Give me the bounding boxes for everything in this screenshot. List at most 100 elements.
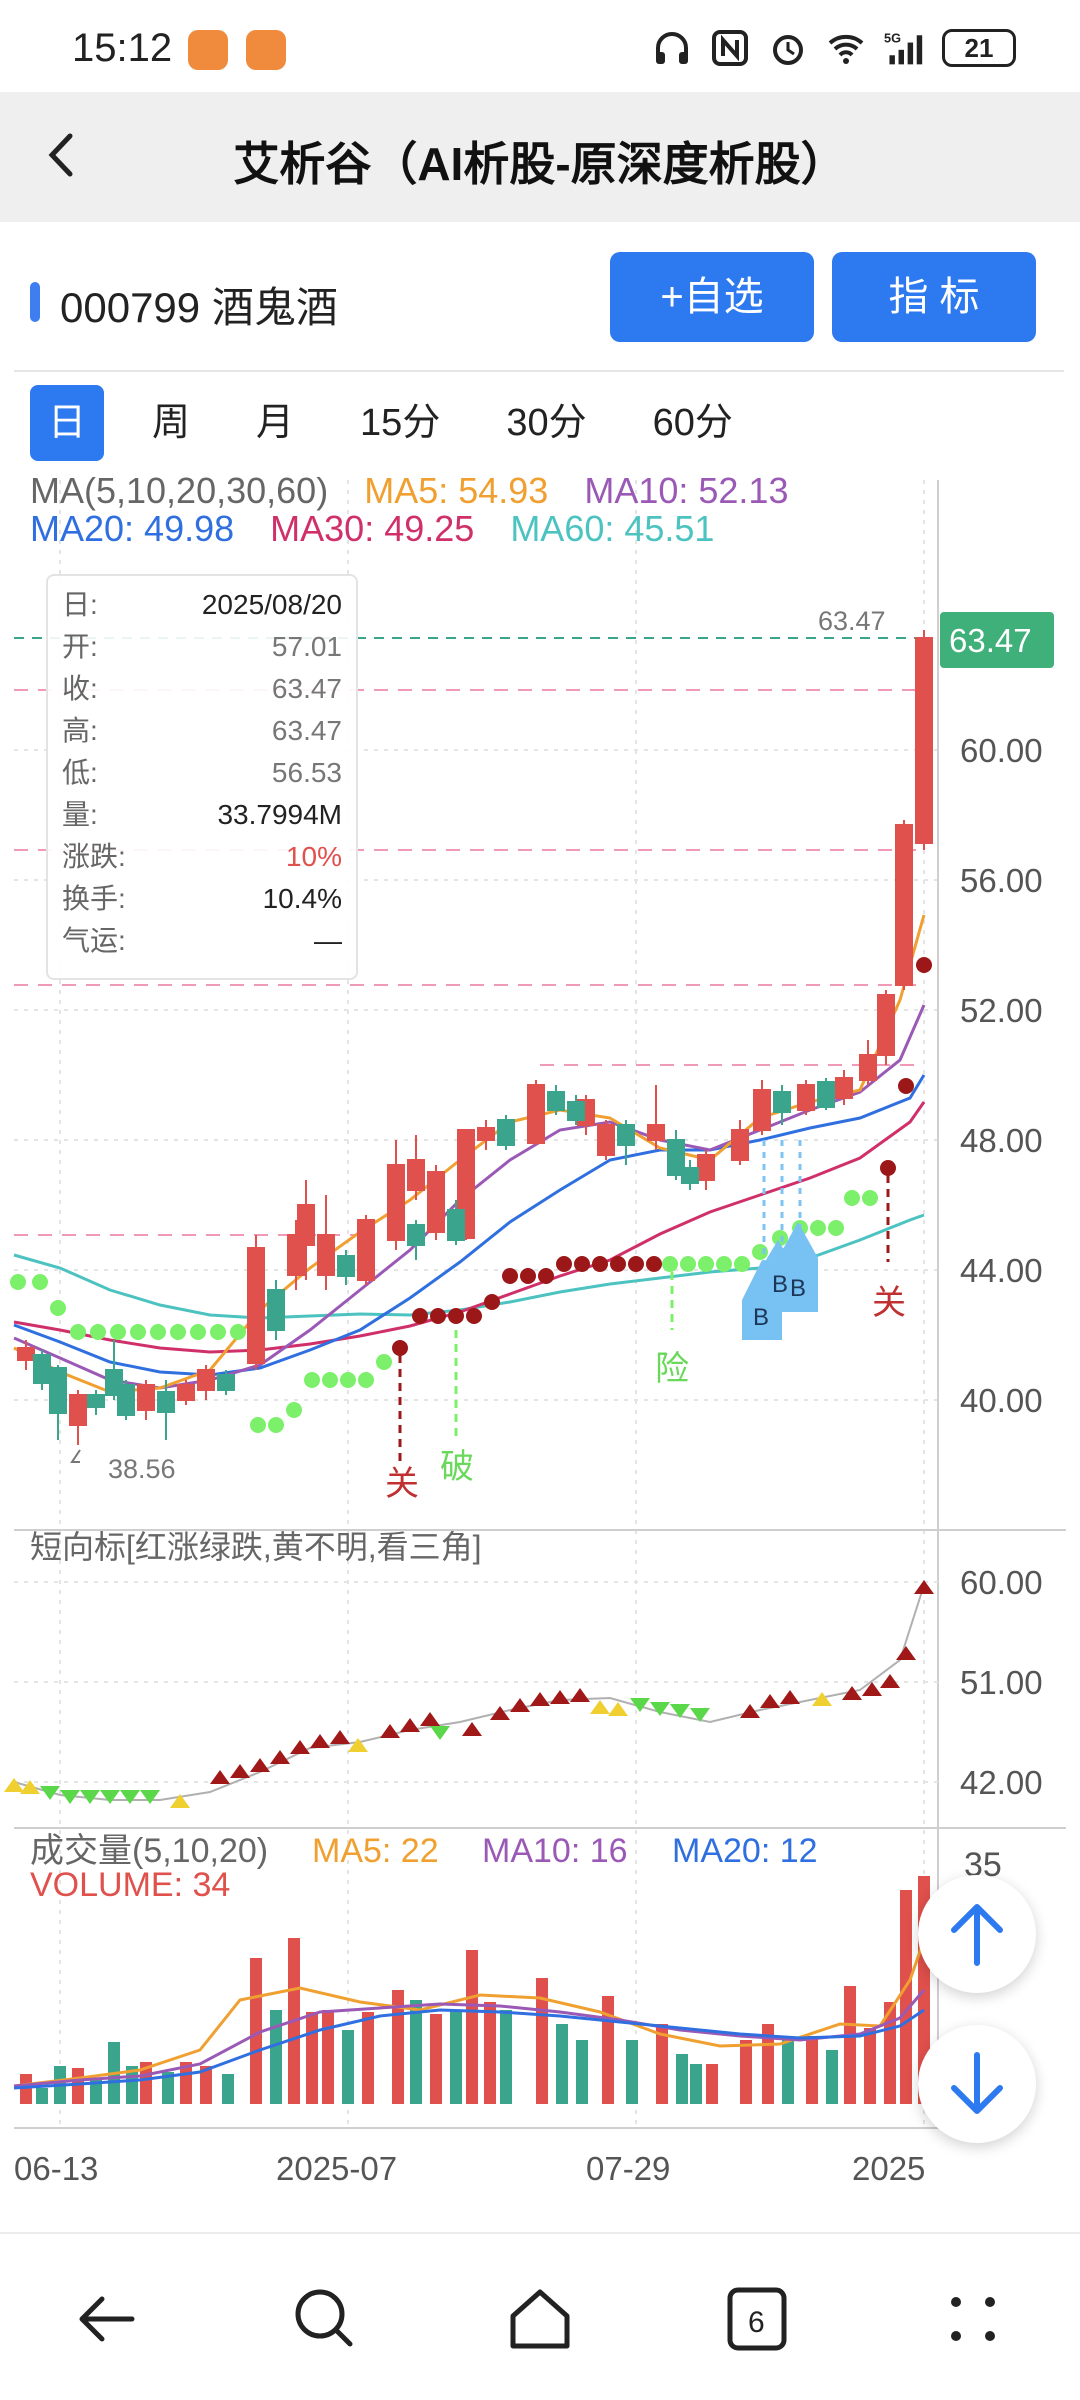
- info-value: 63.47: [271, 715, 342, 746]
- buy-signal-label: B: [790, 1275, 806, 1302]
- info-row-close: 收: 63.47: [62, 668, 342, 710]
- last-price-badge: [940, 612, 1054, 668]
- ma-legend-title: MA(5,10,20,30,60): [30, 470, 329, 511]
- info-row-change: 涨跌: 10%: [62, 836, 342, 878]
- tab-30min[interactable]: 30分: [506, 402, 587, 444]
- stock-header: 000799 酒鬼酒 +自选 指 标: [0, 222, 1080, 372]
- low-arrow-icon: [70, 1449, 81, 1463]
- tabs-button[interactable]: 6: [712, 2274, 802, 2364]
- ma20-value: MA20: 49.98: [30, 508, 235, 549]
- info-row-high: 高: 63.47: [62, 710, 342, 752]
- price-tick: 40.00: [960, 1382, 1043, 1419]
- signal-xian-label: 险: [655, 1350, 689, 1388]
- arrow-down-icon: [951, 2052, 1003, 2114]
- tab-count: 6: [748, 2306, 765, 2339]
- home-icon[interactable]: [495, 2274, 585, 2364]
- tab-month[interactable]: 月: [256, 402, 295, 444]
- price-axis: 60.00 56.00 52.00 48.00 44.00 40.00: [960, 732, 1043, 1419]
- info-label: 换手:: [62, 883, 126, 914]
- info-row-open: 开: 57.01: [62, 626, 342, 668]
- volume-ma10: MA10: 16: [482, 1832, 628, 1870]
- price-tick: 48.00: [960, 1122, 1043, 1159]
- nfc-icon: [712, 30, 748, 66]
- tabs-icon: 6: [727, 2287, 787, 2351]
- price-tick: 60.00: [960, 732, 1043, 769]
- page-title: 艾析谷（AI析股-原深度析股）: [233, 138, 847, 190]
- signal-guan-label: 关: [385, 1465, 419, 1503]
- info-row-turnover: 换手: 10.4%: [62, 878, 342, 920]
- info-label: 开:: [62, 631, 98, 662]
- short-tick: 42.00: [960, 1764, 1043, 1801]
- buy-signal-label: B: [753, 1304, 769, 1331]
- price-tick: 56.00: [960, 862, 1043, 899]
- short-tick: 51.00: [960, 1664, 1043, 1701]
- signal-guan-label-2: 关: [872, 1284, 906, 1322]
- volume-legend: 成交量(5,10,20) MA5: 22 MA10: 16 MA20: 12 V…: [30, 1832, 1002, 1904]
- volume-ma20-line: [13, 2008, 925, 2090]
- volume-value: VOLUME: 34: [30, 1866, 230, 1904]
- ma60-value: MA60: 45.51: [510, 508, 715, 549]
- scroll-down-button[interactable]: [918, 2025, 1036, 2143]
- ma10-line: [13, 1004, 926, 1390]
- scroll-up-button[interactable]: [918, 1875, 1036, 1993]
- low-price-label: 38.56: [108, 1454, 176, 1484]
- tab-day[interactable]: 日: [30, 385, 105, 461]
- buy-signal-label: B: [772, 1271, 788, 1298]
- more-icon[interactable]: [928, 2274, 1018, 2364]
- volume-bars: [20, 1876, 930, 2104]
- info-row-volume: 量: 33.7994M: [62, 794, 342, 836]
- x-tick: 2025: [852, 2150, 925, 2187]
- short-indicator-triangles: [4, 1580, 934, 1808]
- ma10-value: MA10: 52.13: [584, 470, 789, 511]
- signal-dots: [10, 957, 932, 1433]
- info-label: 气运:: [62, 925, 126, 956]
- info-value: 2025/08/20: [201, 589, 342, 620]
- back-arrow-icon[interactable]: [62, 2274, 152, 2364]
- info-value: 33.7994M: [217, 799, 342, 830]
- ma-legend: MA(5,10,20,30,60) MA5: 54.93 MA10: 52.13…: [30, 472, 814, 548]
- title-bar: 艾析谷（AI析股-原深度析股）: [0, 92, 1080, 222]
- app-notification-icon: [188, 30, 228, 70]
- tab-15min[interactable]: 15分: [360, 402, 441, 444]
- info-row-low: 低: 56.53: [62, 752, 342, 794]
- tab-60min[interactable]: 60分: [652, 402, 733, 444]
- wifi-icon: [828, 34, 864, 64]
- add-watchlist-button[interactable]: +自选: [610, 252, 814, 342]
- info-label: 低:: [62, 757, 98, 788]
- info-value: 63.47: [271, 673, 342, 704]
- info-value: 10%: [285, 841, 342, 872]
- alarm-icon: [773, 35, 803, 65]
- short-indicator-title: 短向标[红涨绿跌,黄不明,看三角]: [30, 1529, 482, 1565]
- volume-ma5: MA5: 22: [312, 1832, 439, 1870]
- back-icon[interactable]: [30, 120, 100, 190]
- short-indicator-axis: 60.00 51.00 42.00: [960, 1564, 1043, 1801]
- signal-icon: 5G: [884, 31, 923, 65]
- short-indicator-grid: [14, 1581, 940, 1783]
- volume-title: 成交量(5,10,20): [30, 1832, 268, 1870]
- status-time: 15:12: [72, 26, 173, 70]
- play-notification-icon: [246, 30, 286, 70]
- x-tick: 06-13: [14, 2150, 98, 2187]
- search-icon[interactable]: [280, 2274, 370, 2364]
- tab-week[interactable]: 周: [152, 402, 191, 444]
- price-tick: 52.00: [960, 992, 1043, 1029]
- stock-code-name: 000799 酒鬼酒: [60, 284, 338, 331]
- info-value: —: [314, 925, 342, 956]
- info-label: 高:: [62, 715, 98, 746]
- info-value: 10.4%: [262, 883, 342, 914]
- signal-markers: 关 破 险 关 B B B: [385, 1140, 906, 1503]
- indicator-button[interactable]: 指 标: [832, 252, 1036, 342]
- high-price-label: 63.47: [818, 606, 886, 636]
- ma20-line: [13, 1074, 926, 1377]
- info-value: 56.53: [271, 757, 342, 788]
- battery-indicator: 21: [942, 29, 1016, 67]
- status-icons: 5G 21: [652, 28, 1016, 68]
- info-row-date: 日: 2025/08/20: [62, 584, 342, 626]
- short-tick: 60.00: [960, 1564, 1043, 1601]
- status-bar: 15:12 5G 21: [0, 0, 1080, 92]
- info-label: 量:: [62, 799, 98, 830]
- x-axis: 06-13 2025-07 07-29 2025: [14, 2150, 925, 2187]
- bottom-nav: 6: [0, 2232, 1080, 2400]
- candles: [17, 630, 933, 1445]
- volume-ma20: MA20: 12: [672, 1832, 818, 1870]
